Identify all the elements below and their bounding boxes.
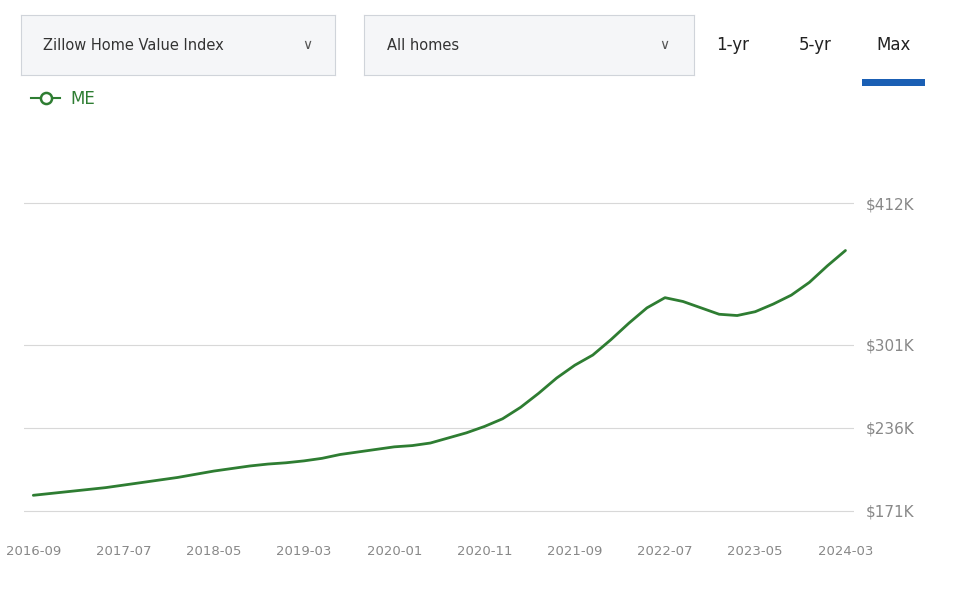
Text: ME: ME: [70, 90, 94, 108]
Text: ∨: ∨: [302, 38, 312, 52]
Text: Zillow Home Value Index: Zillow Home Value Index: [44, 37, 224, 52]
Text: All homes: All homes: [387, 37, 459, 52]
Text: 1-yr: 1-yr: [717, 36, 750, 54]
Text: 5-yr: 5-yr: [799, 36, 832, 54]
Text: Max: Max: [876, 36, 911, 54]
Text: ∨: ∨: [659, 38, 670, 52]
